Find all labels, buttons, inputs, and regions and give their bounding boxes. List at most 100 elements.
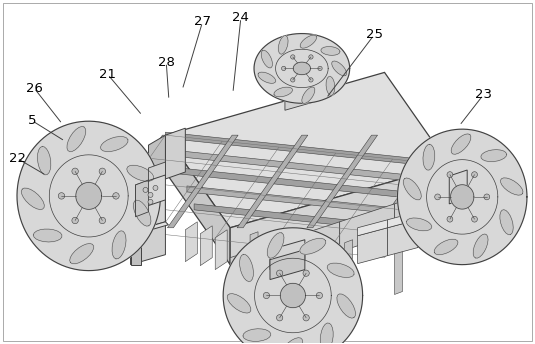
Polygon shape — [139, 190, 165, 235]
Circle shape — [58, 193, 65, 199]
Circle shape — [447, 172, 453, 178]
Circle shape — [277, 315, 283, 321]
Polygon shape — [131, 232, 141, 265]
Circle shape — [153, 185, 158, 191]
Text: 24: 24 — [232, 11, 249, 24]
Polygon shape — [21, 188, 44, 209]
Polygon shape — [238, 252, 268, 268]
Circle shape — [143, 187, 148, 192]
Circle shape — [148, 192, 153, 197]
Polygon shape — [230, 240, 285, 288]
Polygon shape — [449, 163, 479, 173]
Polygon shape — [280, 338, 302, 344]
Circle shape — [471, 172, 477, 178]
Polygon shape — [200, 226, 212, 266]
Circle shape — [291, 78, 295, 82]
Polygon shape — [285, 80, 320, 110]
Polygon shape — [227, 294, 251, 313]
Polygon shape — [417, 212, 447, 248]
Polygon shape — [37, 147, 51, 175]
Polygon shape — [167, 135, 238, 228]
Polygon shape — [101, 137, 128, 152]
Polygon shape — [285, 222, 340, 270]
Circle shape — [99, 217, 105, 224]
Polygon shape — [449, 165, 467, 202]
Polygon shape — [327, 263, 354, 278]
Polygon shape — [67, 127, 86, 152]
Polygon shape — [238, 260, 268, 295]
Polygon shape — [98, 135, 169, 228]
Polygon shape — [230, 165, 449, 265]
Circle shape — [148, 200, 153, 204]
Polygon shape — [387, 220, 417, 256]
Polygon shape — [185, 222, 197, 262]
Polygon shape — [387, 212, 417, 228]
Polygon shape — [394, 186, 449, 234]
Circle shape — [303, 315, 309, 321]
Polygon shape — [131, 222, 165, 265]
Polygon shape — [127, 165, 154, 181]
Polygon shape — [268, 244, 298, 260]
Polygon shape — [345, 240, 353, 291]
Text: 23: 23 — [475, 88, 492, 101]
Polygon shape — [450, 185, 474, 209]
Polygon shape — [270, 240, 305, 270]
Polygon shape — [357, 220, 387, 236]
Polygon shape — [307, 135, 378, 228]
Polygon shape — [300, 35, 317, 48]
Polygon shape — [398, 129, 527, 265]
Circle shape — [277, 270, 283, 276]
Circle shape — [471, 216, 477, 222]
Polygon shape — [268, 252, 298, 288]
Polygon shape — [165, 132, 449, 168]
Text: 28: 28 — [158, 56, 175, 69]
Text: 27: 27 — [194, 15, 211, 29]
Polygon shape — [320, 323, 333, 344]
Polygon shape — [70, 244, 94, 264]
Circle shape — [263, 292, 270, 299]
Polygon shape — [139, 200, 146, 235]
Circle shape — [316, 292, 323, 299]
Polygon shape — [237, 135, 308, 228]
Polygon shape — [417, 204, 447, 220]
Circle shape — [309, 55, 313, 59]
Polygon shape — [407, 218, 432, 231]
Text: 21: 21 — [99, 68, 116, 81]
Polygon shape — [295, 236, 303, 287]
Text: 5: 5 — [28, 114, 36, 127]
Polygon shape — [165, 135, 230, 265]
Polygon shape — [321, 46, 340, 55]
Circle shape — [447, 216, 453, 222]
Polygon shape — [501, 178, 523, 195]
Text: 22: 22 — [9, 152, 26, 165]
Polygon shape — [449, 170, 467, 204]
Polygon shape — [293, 62, 310, 75]
Polygon shape — [377, 135, 447, 228]
Polygon shape — [33, 229, 62, 242]
Circle shape — [318, 66, 322, 71]
Polygon shape — [135, 180, 149, 217]
Circle shape — [99, 168, 105, 174]
Circle shape — [281, 66, 286, 71]
Polygon shape — [187, 186, 471, 222]
Polygon shape — [340, 204, 394, 252]
Circle shape — [484, 194, 490, 200]
Polygon shape — [243, 329, 271, 341]
Polygon shape — [332, 61, 347, 76]
Circle shape — [303, 270, 309, 276]
Polygon shape — [261, 50, 272, 68]
Polygon shape — [215, 230, 227, 270]
Polygon shape — [250, 232, 258, 282]
Polygon shape — [500, 210, 513, 235]
Circle shape — [435, 194, 440, 200]
Polygon shape — [133, 200, 151, 226]
Polygon shape — [434, 239, 458, 255]
Polygon shape — [481, 150, 507, 162]
Polygon shape — [165, 72, 449, 228]
Polygon shape — [449, 158, 467, 209]
Polygon shape — [268, 233, 284, 258]
Circle shape — [113, 193, 119, 199]
Polygon shape — [194, 204, 478, 240]
Polygon shape — [403, 178, 421, 200]
Polygon shape — [270, 248, 308, 262]
